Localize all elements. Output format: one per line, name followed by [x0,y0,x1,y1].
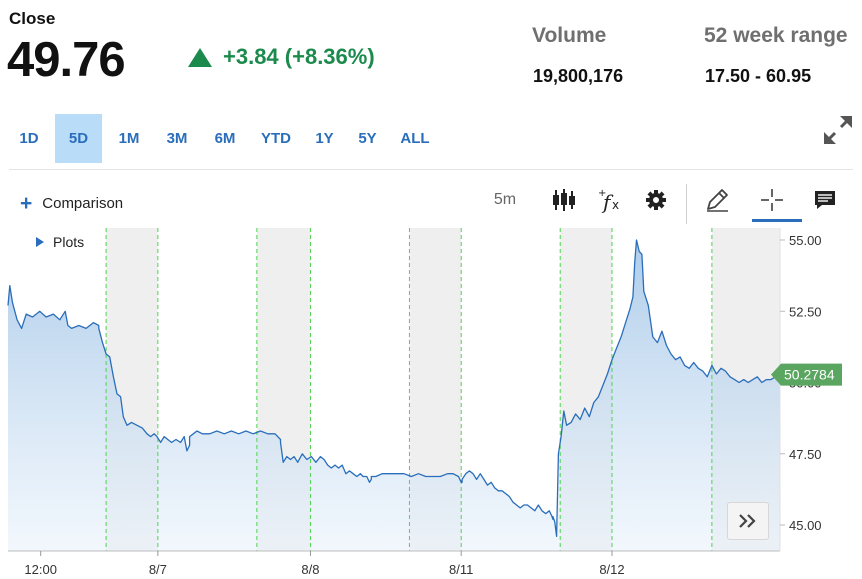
tab-ytd[interactable]: YTD [261,130,291,147]
price-line [7,239,781,538]
comparison-button[interactable]: + Comparison [20,193,123,214]
crosshair-icon [761,189,783,211]
pencil-icon [707,189,728,212]
x-tick-label: 8/12 [599,562,624,577]
last-price-label: 50.2784 [784,367,835,383]
x-tick-label: 8/11 [449,562,473,577]
tab-5y[interactable]: 5Y [358,130,377,147]
settings-button[interactable] [640,181,672,219]
gear-icon [646,190,666,210]
y-tick-label: 55.00 [789,233,822,248]
toolbar-separator [686,184,687,224]
last-price-marker: 50.2784 [771,363,842,386]
tab-1m[interactable]: 1M [118,130,140,147]
interval-selector[interactable]: 5m [493,191,517,208]
y-tick-label: 52.50 [789,304,822,319]
close-label: Close [9,9,56,28]
plus-icon: + [20,192,33,215]
x-tick-label: 12:00 [24,562,57,577]
week-range-value: 17.50 - 60.95 [705,66,812,86]
scroll-to-latest-button[interactable] [727,502,769,540]
price-change: +3.84 (+8.36%) [188,44,375,70]
svg-text:x: x [612,198,619,212]
candlestick-icon [553,189,575,211]
candlestick-button[interactable] [546,181,582,219]
expand-icon[interactable] [822,114,854,146]
x-tick-label: 8/7 [149,562,167,577]
tab-1d[interactable]: 1D [19,130,39,147]
tab-all[interactable]: ALL [400,130,430,147]
comparison-label: Comparison [42,195,124,212]
time-range-tabs: 1D 5D 1M 3M 6M YTD 1Y 5Y ALL [9,114,444,163]
close-price: 49.76 [7,33,126,87]
week-range-label: 52 week range [704,24,848,47]
comments-button[interactable] [810,181,840,219]
comment-icon [815,191,835,209]
studies-button[interactable]: + f x [592,181,626,219]
chart-toolbar: 5m + f x [0,181,862,224]
plots-label: Plots [53,234,85,250]
caret-right-icon [36,237,44,247]
double-chevron-right-icon [739,514,756,528]
volume-label: Volume [532,24,607,47]
x-tick-label: 8/8 [301,562,319,577]
tab-3m[interactable]: 3M [166,130,188,147]
tab-1y[interactable]: 1Y [315,130,334,147]
price-change-value: +3.84 (+8.36%) [223,44,375,69]
tab-5d[interactable]: 5D [55,114,102,163]
svg-text:+: + [598,188,606,199]
crosshair-active-underline [752,219,802,222]
y-tick-label: 47.50 [789,447,822,462]
divider [9,169,853,170]
volume-value: 19,800,176 [533,66,624,86]
triangle-up-icon [188,47,212,67]
tab-6m[interactable]: 6M [214,130,236,147]
y-tick-label: 45.00 [789,518,822,533]
crosshair-button[interactable] [756,181,788,219]
price-area [8,240,780,551]
function-icon: + f x [598,188,619,214]
draw-button[interactable] [700,181,734,219]
plots-toggle[interactable]: Plots [36,234,84,250]
